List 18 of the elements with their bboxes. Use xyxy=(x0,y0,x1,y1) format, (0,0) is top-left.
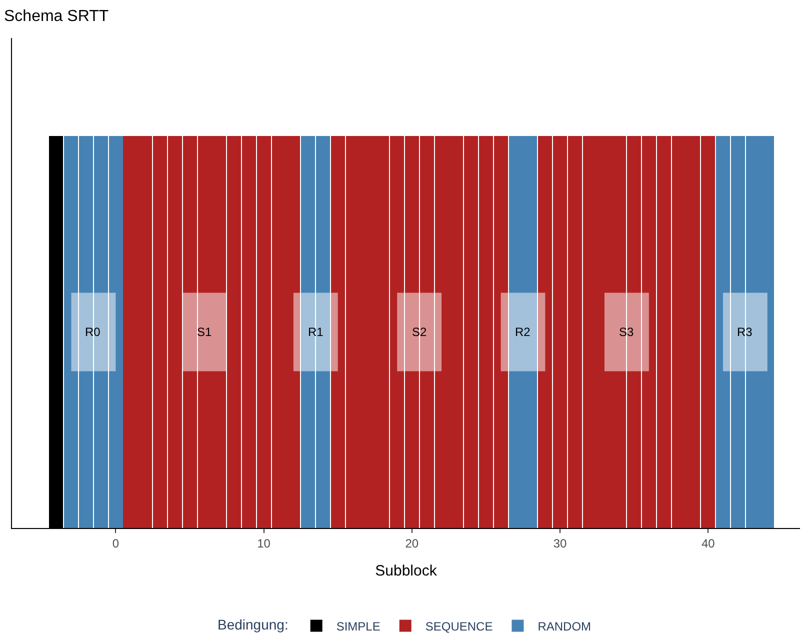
legend-title: Bedingung: xyxy=(218,616,288,632)
x-tick-label: 40 xyxy=(701,536,716,550)
legend-label: SEQUENCE xyxy=(425,619,493,634)
band-label: S2 xyxy=(412,325,428,339)
band-label: R3 xyxy=(737,325,753,339)
x-tick-label: 10 xyxy=(257,536,271,550)
band-label: R2 xyxy=(515,325,531,339)
legend-label: RANDOM xyxy=(538,619,592,634)
band-label: S1 xyxy=(197,325,212,339)
band-label: R1 xyxy=(308,325,324,339)
chart-title: Schema SRTT xyxy=(4,8,109,25)
x-axis-title: Subblock xyxy=(375,562,438,580)
band-label: R0 xyxy=(85,325,101,339)
band-label: S3 xyxy=(619,325,634,339)
legend-label: SIMPLE xyxy=(336,619,380,634)
x-tick-label: 20 xyxy=(405,536,419,550)
x-tick-label: 0 xyxy=(112,536,120,550)
x-tick-label: 30 xyxy=(553,536,568,550)
